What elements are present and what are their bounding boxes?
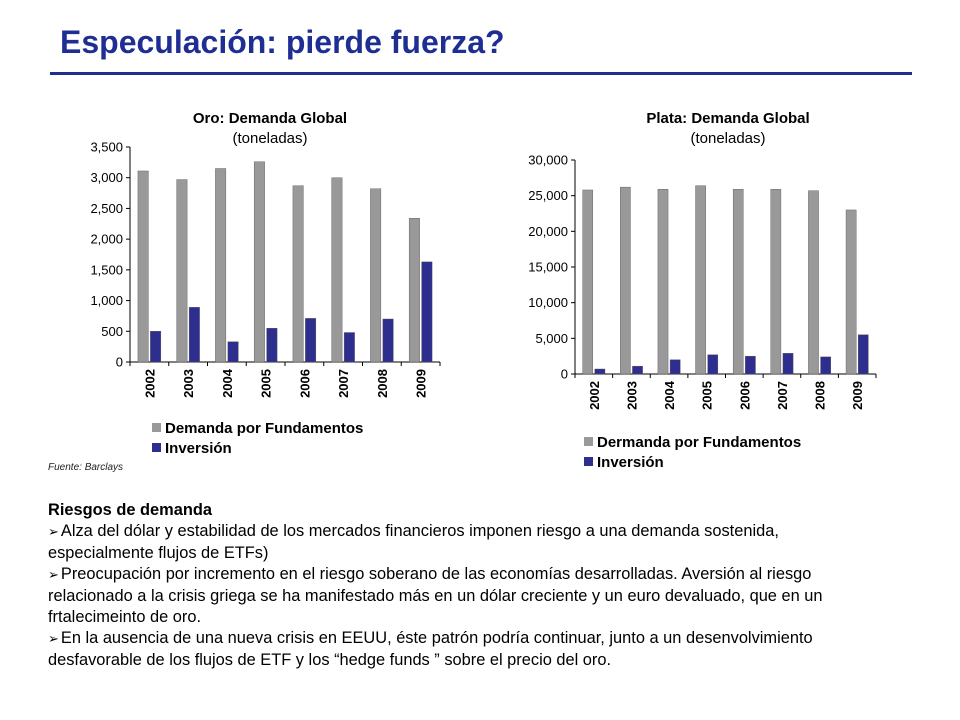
risks-section: Riesgos de demanda ➢ Alza del dólar y est… [48, 500, 928, 671]
risk-item-line: desfavorable de los flujos de ETF y los … [48, 651, 612, 669]
x-tick-label: 2005 [259, 369, 274, 398]
legend-swatch [152, 443, 161, 452]
bar-inversion [382, 318, 394, 363]
risk-item-line: especialmente flujos de ETFs) [48, 544, 269, 562]
bar-fundamentos [176, 179, 188, 363]
risk-item: ➢ Preocupación por incremento en el riesg… [48, 564, 928, 628]
bar-fundamentos [845, 209, 857, 375]
y-tick-label: 0 [561, 367, 568, 382]
y-tick-label: 2,500 [90, 201, 123, 216]
y-tick-label: 30,000 [528, 153, 568, 168]
y-tick-label: 15,000 [528, 260, 568, 275]
bar-fundamentos [808, 190, 819, 375]
bar-inversion [707, 354, 719, 375]
y-tick-label: 1,500 [90, 262, 123, 277]
x-tick-label: 2009 [414, 369, 429, 398]
x-tick-label: 2009 [850, 381, 865, 410]
bar-fundamentos [331, 177, 343, 363]
bar-inversion [669, 359, 681, 375]
bar-fundamentos [137, 170, 149, 363]
bar-inversion [343, 332, 355, 363]
y-tick-label: 20,000 [528, 224, 568, 239]
gold-chart-subtitle: (toneladas) [232, 130, 308, 147]
x-tick-label: 2002 [142, 369, 157, 398]
source-note: Fuente: Barclays [48, 462, 124, 473]
y-tick-label: 25,000 [528, 188, 568, 203]
bar-inversion [782, 353, 794, 375]
x-tick-label: 2008 [813, 381, 828, 410]
bar-inversion [227, 341, 239, 363]
bar-inversion [594, 368, 606, 375]
bar-fundamentos [408, 218, 420, 363]
x-tick-label: 2008 [375, 369, 390, 398]
x-tick-label: 2007 [775, 381, 790, 410]
x-tick-label: 2002 [587, 381, 602, 410]
silver-chart-title: Plata: Demanda Global [646, 110, 810, 127]
title-divider [50, 72, 912, 75]
legend-label: Dermanda por Fundamentos [597, 434, 801, 451]
bar-fundamentos [582, 189, 594, 375]
bar-inversion [421, 261, 433, 363]
bar-fundamentos [215, 168, 227, 363]
y-tick-label: 500 [101, 324, 123, 339]
x-tick-label: 2003 [624, 381, 639, 410]
y-tick-label: 5,000 [535, 331, 568, 346]
bar-fundamentos [657, 189, 669, 375]
x-tick-label: 2004 [662, 380, 677, 410]
x-tick-label: 2004 [220, 368, 235, 398]
y-tick-label: 3,500 [90, 140, 123, 155]
bar-inversion [820, 356, 831, 375]
y-tick-label: 2,000 [90, 232, 123, 247]
silver-chart-subtitle: (toneladas) [690, 130, 766, 147]
bar-inversion [857, 334, 869, 375]
page-title: Especulación: pierde fuerza? [60, 24, 505, 60]
gold-chart-title: Oro: Demanda Global [192, 110, 348, 127]
gold-chart-header: Oro: Demanda Global (toneladas) [120, 109, 420, 149]
bar-fundamentos [292, 185, 304, 363]
legend-label: Demanda por Fundamentos [165, 420, 363, 437]
risk-item-line: Preocupación por incremento en el riesgo… [60, 565, 812, 583]
bar-fundamentos [370, 188, 382, 363]
legend-swatch [152, 423, 161, 432]
risk-item-line: frtalecimeinto de oro. [48, 608, 202, 626]
risk-item-line: Alza del dólar y estabilidad de los merc… [60, 522, 779, 540]
x-tick-label: 2007 [336, 369, 351, 398]
bar-fundamentos [620, 186, 631, 375]
risk-item: ➢ En la ausencia de una nueva crisis en E… [48, 628, 928, 671]
risk-item-line: En la ausencia de una nueva crisis en EE… [60, 629, 813, 647]
x-tick-label: 2003 [181, 369, 196, 398]
risk-item-line: relacionado a la crisis griega se ha man… [48, 587, 823, 605]
x-tick-label: 2005 [700, 381, 715, 410]
bar-fundamentos [253, 161, 265, 363]
arrow-bullet-icon: ➢ [48, 568, 59, 583]
bar-fundamentos [770, 189, 782, 375]
bar-fundamentos [732, 189, 744, 375]
bar-inversion [305, 318, 317, 363]
bar-inversion [188, 307, 200, 363]
y-tick-label: 10,000 [528, 295, 568, 310]
bar-inversion [150, 331, 162, 363]
legend-swatch [584, 437, 593, 446]
bar-fundamentos [695, 185, 706, 375]
legend-swatch [584, 457, 593, 466]
bar-inversion [632, 365, 643, 375]
arrow-bullet-icon: ➢ [48, 525, 59, 540]
x-tick-label: 2006 [297, 369, 312, 398]
y-tick-label: 3,000 [90, 170, 123, 185]
legend-label: Inversión [597, 454, 664, 471]
legend-label: Inversión [165, 440, 232, 457]
bar-inversion [745, 355, 756, 375]
y-tick-label: 1,000 [90, 293, 123, 308]
risks-heading: Riesgos de demanda [48, 501, 212, 519]
y-tick-label: 0 [116, 355, 123, 370]
arrow-bullet-icon: ➢ [48, 632, 59, 647]
silver-chart-header: Plata: Demanda Global (toneladas) [578, 109, 878, 149]
x-tick-label: 2006 [737, 381, 752, 410]
risk-item: ➢ Alza del dólar y estabilidad de los mer… [48, 521, 928, 564]
bar-inversion [266, 328, 278, 363]
